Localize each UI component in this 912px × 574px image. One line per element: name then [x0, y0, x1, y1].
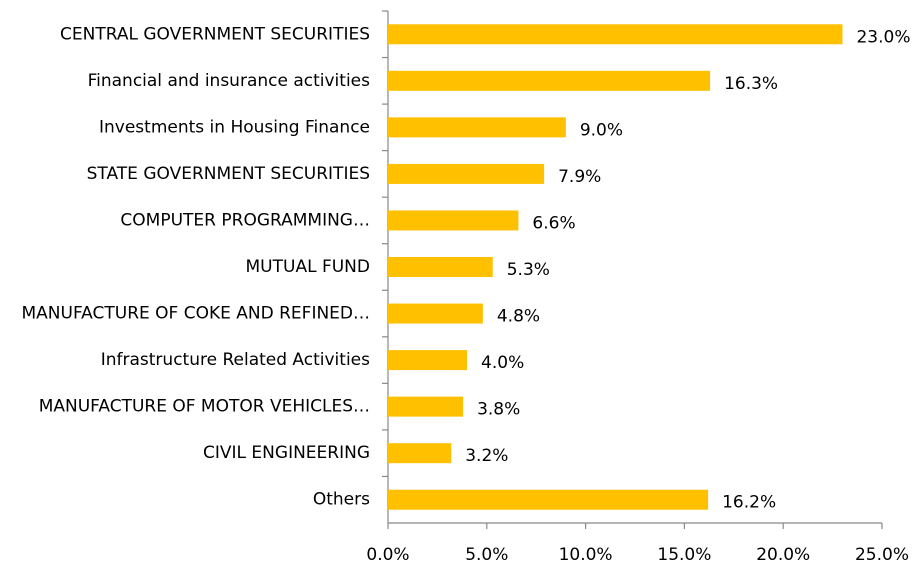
y-tick-label: Investments in Housing Finance [99, 117, 370, 137]
y-tick-label: Others [313, 490, 370, 510]
bar [388, 257, 493, 277]
bar [388, 24, 843, 45]
value-label: 5.3% [507, 260, 550, 280]
y-tick-label: MUTUAL FUND [246, 257, 370, 277]
bar [388, 117, 566, 138]
bar [388, 396, 464, 417]
y-tick-label: STATE GOVERNMENT SECURITIES [87, 164, 370, 184]
value-label: 9.0% [580, 120, 623, 140]
value-label: 23.0% [856, 27, 910, 47]
x-tick-label: 0.0% [366, 545, 409, 565]
bar [388, 303, 483, 324]
y-tick-label: Financial and insurance activities [88, 71, 371, 91]
bar [388, 443, 452, 464]
y-tick-label: MANUFACTURE OF COKE AND REFINED… [22, 304, 371, 324]
x-tick-label: 10.0% [559, 545, 613, 565]
bar [388, 489, 709, 510]
value-label: 3.8% [477, 400, 520, 420]
y-tick-label: Infrastructure Related Activities [101, 350, 370, 370]
bar [388, 163, 545, 184]
value-label: 4.8% [497, 307, 540, 327]
x-tick-label: 15.0% [657, 545, 711, 565]
value-label: 7.9% [558, 167, 601, 187]
value-label: 16.2% [722, 493, 776, 513]
x-tick-label: 5.0% [465, 545, 508, 565]
x-tick-label: 25.0% [855, 545, 909, 565]
value-label: 4.0% [481, 353, 524, 373]
value-label: 6.6% [532, 213, 575, 233]
bar [388, 210, 519, 231]
bar [388, 70, 711, 91]
y-tick-label: COMPUTER PROGRAMMING… [120, 210, 370, 230]
bar [388, 350, 468, 371]
y-tick-label: MANUFACTURE OF MOTOR VEHICLES… [39, 397, 370, 417]
value-label: 3.2% [465, 446, 508, 466]
x-tick-label: 20.0% [756, 545, 810, 565]
y-tick-label: CENTRAL GOVERNMENT SECURITIES [60, 24, 370, 44]
value-label: 16.3% [724, 74, 778, 94]
y-tick-label: CIVIL ENGINEERING [203, 443, 370, 463]
